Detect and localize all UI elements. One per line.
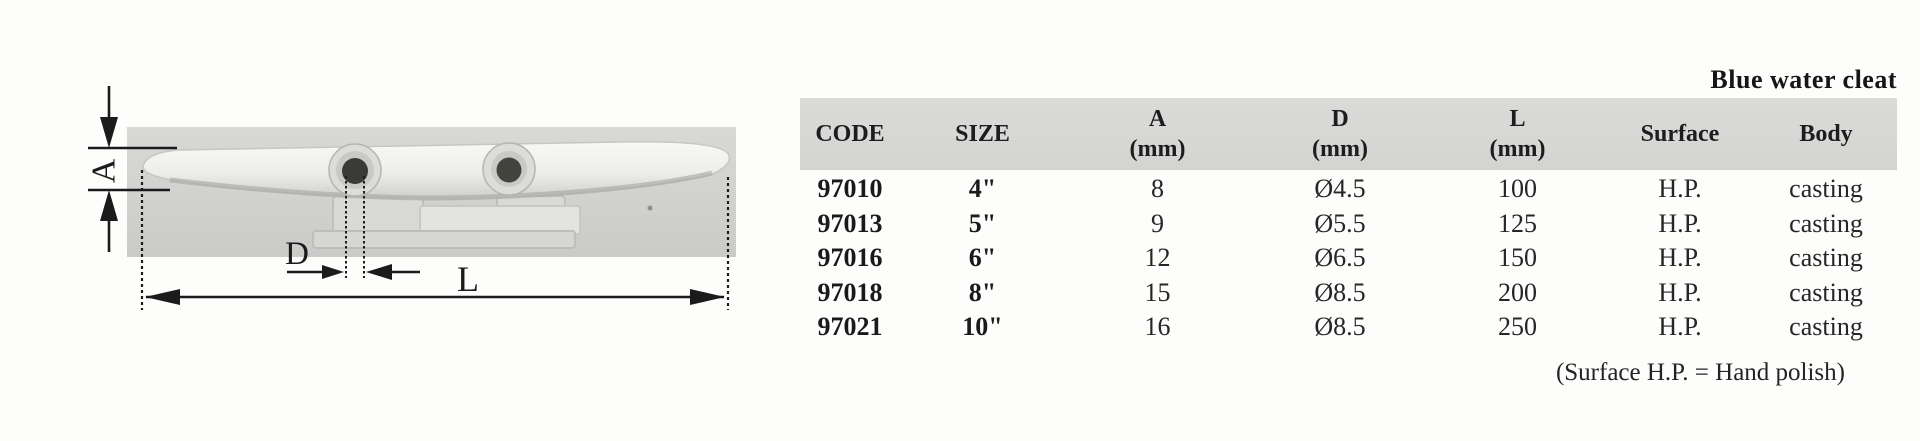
- cell-surface: H.P.: [1658, 312, 1702, 341]
- cell-l: 100: [1498, 174, 1537, 203]
- cell-a: 9: [1151, 208, 1164, 238]
- cell-a: 16: [1144, 312, 1171, 341]
- col-header-label: A: [1148, 106, 1167, 132]
- cell-surface: H.P.: [1658, 277, 1702, 307]
- cell-code: 97018: [817, 277, 883, 307]
- table-body: 97010 4" 8 Ø4.5 100 H.P. casting 97013 5" 9 Ø5.5 12…: [800, 172, 1897, 345]
- dim-label-a: A: [86, 158, 123, 183]
- cell-code: 97013: [817, 208, 883, 238]
- mounting-hole-right: [482, 142, 536, 196]
- col-header-label: L: [1509, 106, 1526, 132]
- col-header-body: Body: [1755, 119, 1897, 149]
- table-header-row: CODE SIZE A (mm) D (mm) L (mm) Surface Body: [800, 98, 1897, 170]
- col-header-label: SIZE: [955, 121, 1010, 147]
- photo-speck: [647, 205, 653, 211]
- table-row: 97016 6" 12 Ø6.5 150 H.P. casting: [800, 241, 1897, 276]
- col-header-code: CODE: [800, 119, 900, 149]
- cell-d: Ø4.5: [1314, 174, 1366, 203]
- cell-body: casting: [1789, 243, 1863, 272]
- col-header-a: A (mm): [1065, 104, 1250, 164]
- cell-size: 6": [968, 243, 997, 272]
- mounting-hole-left: [328, 143, 382, 197]
- cell-a: 12: [1144, 243, 1171, 272]
- cell-code: 97021: [817, 312, 883, 341]
- cell-d: Ø6.5: [1314, 243, 1366, 272]
- table-row: 97018 8" 15 Ø8.5 200 H.P. casting: [800, 276, 1897, 311]
- cell-d: Ø5.5: [1314, 208, 1366, 238]
- dimension-a: A: [86, 86, 177, 252]
- cell-surface: H.P.: [1658, 243, 1702, 272]
- cell-l: 250: [1498, 312, 1537, 341]
- cell-surface: H.P.: [1658, 174, 1702, 203]
- cleat-figure: A D L: [86, 86, 736, 310]
- dim-label-d: D: [285, 236, 309, 272]
- product-title: Blue water cleat: [1710, 65, 1897, 94]
- cleat-horn: [142, 141, 731, 201]
- spec-table-area: Blue water cleat CODE SIZE A (mm) D (mm) L (mm)…: [800, 0, 1897, 441]
- table-row: 97010 4" 8 Ø4.5 100 H.P. casting: [800, 172, 1897, 207]
- cell-surface: H.P.: [1658, 208, 1702, 238]
- col-header-label: D: [1331, 106, 1349, 132]
- cell-code: 97016: [817, 243, 883, 272]
- cell-body: casting: [1789, 208, 1863, 238]
- cell-size: 4": [968, 174, 997, 203]
- cell-size: 10": [962, 312, 1003, 341]
- cell-d: Ø8.5: [1314, 312, 1366, 341]
- table-row: 97021 10" 16 Ø8.5 250 H.P. casting: [800, 310, 1897, 345]
- cell-code: 97010: [817, 174, 883, 203]
- cell-l: 200: [1498, 277, 1537, 307]
- surface-footnote: (Surface H.P. = Hand polish): [1555, 359, 1845, 386]
- col-header-surface: Surface: [1605, 119, 1755, 149]
- table-row: 97013 5" 9 Ø5.5 125 H.P. casting: [800, 207, 1897, 242]
- col-header-unit: (mm): [1129, 136, 1186, 162]
- col-header-unit: (mm): [1312, 136, 1368, 162]
- cell-d: Ø8.5: [1314, 277, 1366, 307]
- cell-l: 150: [1498, 243, 1537, 272]
- cleat-base: [312, 195, 581, 249]
- cell-a: 15: [1144, 277, 1171, 307]
- cell-size: 8": [968, 277, 997, 307]
- cell-size: 5": [968, 208, 997, 238]
- col-header-label: Surface: [1640, 121, 1720, 147]
- cell-a: 8: [1151, 174, 1164, 203]
- col-header-label: Body: [1799, 121, 1853, 147]
- dim-label-l: L: [457, 259, 479, 299]
- col-header-label: CODE: [815, 121, 885, 147]
- cell-l: 125: [1498, 208, 1537, 238]
- cell-body: casting: [1789, 312, 1863, 341]
- col-header-d: D (mm): [1250, 104, 1430, 164]
- col-header-unit: (mm): [1489, 136, 1546, 162]
- dimension-l: L: [140, 170, 730, 310]
- col-header-size: SIZE: [900, 119, 1065, 149]
- dimension-d: D: [285, 176, 420, 280]
- cell-body: casting: [1789, 277, 1863, 307]
- col-header-l: L (mm): [1430, 104, 1605, 164]
- cell-body: casting: [1789, 174, 1863, 203]
